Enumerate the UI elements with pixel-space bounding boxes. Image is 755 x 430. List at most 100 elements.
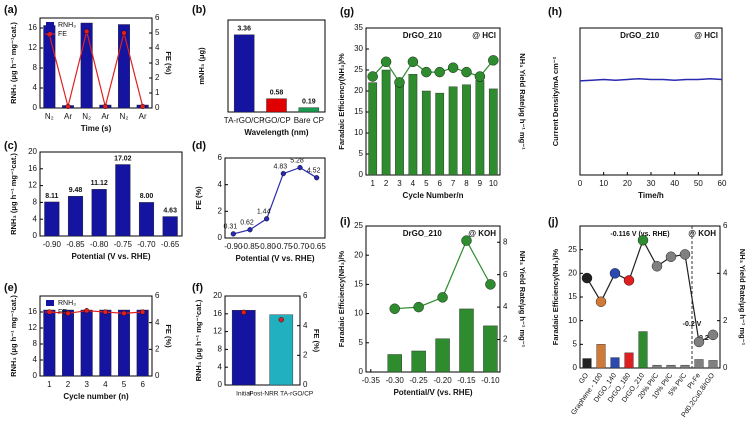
y2-tick-label: 0 xyxy=(155,371,160,380)
marker xyxy=(485,279,496,290)
y2-tick-label: 4 xyxy=(155,318,160,327)
x-tick-label: -0.15 xyxy=(457,376,476,385)
y2-tick-label: 2 xyxy=(155,73,160,82)
y2-axis-label: FE (%) xyxy=(164,324,173,348)
marker xyxy=(665,251,677,262)
bar xyxy=(91,189,107,237)
x-tick-label: -0.80 xyxy=(258,242,277,251)
y2-tick-label: 0 xyxy=(155,103,160,112)
x-tick-label: 1 xyxy=(370,179,375,188)
bar xyxy=(115,164,131,237)
x-tick-label: -0.75 xyxy=(274,242,293,251)
y2-axis-label: FE (%) xyxy=(164,51,173,75)
panel-label: (e) xyxy=(4,282,18,294)
x-tick-label: 6 xyxy=(437,179,442,188)
y-tick-label: 25 xyxy=(354,65,363,74)
legend-marker xyxy=(48,32,52,36)
bar xyxy=(80,309,93,377)
line xyxy=(48,31,144,107)
marker xyxy=(280,171,286,177)
x-tick-label: 4 xyxy=(103,380,108,389)
x-axis-label: Time/h xyxy=(638,191,664,200)
y-tick-label: 12 xyxy=(28,43,37,52)
bar xyxy=(381,69,391,176)
marker xyxy=(581,272,593,284)
y-tick-label: 8 xyxy=(33,63,38,72)
bar xyxy=(582,358,592,369)
bar xyxy=(233,34,255,113)
bar xyxy=(610,357,620,369)
x-tick-label: Post-NRR TA-rGO/CP xyxy=(249,391,313,398)
bar xyxy=(624,352,634,369)
y-tick-label: 15 xyxy=(568,292,577,301)
x-axis-label: Potential (V vs. RHE) xyxy=(71,252,150,261)
x-axis-label: Cycle number (n) xyxy=(63,392,129,401)
legend-swatch xyxy=(46,22,54,28)
y-axis-label: RNH₃ (μg h⁻¹ mg⁻¹cat.) xyxy=(9,22,18,104)
y2-tick-label: 6 xyxy=(303,291,308,300)
note: @ HCl xyxy=(694,31,718,40)
y-tick-label: 25 xyxy=(354,221,363,230)
y-tick-label: 5 xyxy=(359,149,364,158)
marker xyxy=(407,56,419,68)
value-label: 8.00 xyxy=(140,193,154,200)
value-label: 3.36 xyxy=(237,26,251,33)
marker xyxy=(623,275,635,286)
x-tick-label: Ar xyxy=(64,112,72,121)
bar xyxy=(488,88,498,176)
bar xyxy=(368,82,378,176)
marker xyxy=(637,234,649,246)
y-tick-label: 0 xyxy=(218,233,223,242)
value-label: 0.31 xyxy=(224,224,238,231)
x-tick-label: -0.90 xyxy=(224,242,243,251)
plot-frame xyxy=(39,295,153,377)
x-tick-label: -0.20 xyxy=(433,376,452,385)
legend-label: RNH₃ xyxy=(58,22,76,29)
x-axis-label: Cycle Number/n xyxy=(403,191,464,200)
y-tick-label: 8 xyxy=(218,345,223,354)
plot-frame xyxy=(365,225,501,373)
x-axis-label: Time (s) xyxy=(81,124,112,133)
bar xyxy=(680,364,690,369)
x-tick-label: 9 xyxy=(478,179,483,188)
x-tick-label: -0.30 xyxy=(386,376,405,385)
panel-label: (c) xyxy=(4,140,18,152)
y-axis-label: Current Density/mA cm⁻² xyxy=(551,56,560,146)
bar xyxy=(162,216,178,237)
y2-tick-label: 0 xyxy=(723,363,728,372)
bar xyxy=(99,309,112,377)
y-tick-label: 4 xyxy=(218,362,223,371)
y2-axis-label: NH₃ Yield Rate/μg h⁻¹ mg⁻¹ xyxy=(518,53,527,150)
bar xyxy=(231,310,256,386)
x-tick-label: Ar xyxy=(139,112,147,121)
value-label: 4.63 xyxy=(163,207,177,214)
y-tick-label: 5 xyxy=(573,339,578,348)
y-axis-label: Faradaic Efficiency(NH₃)/% xyxy=(337,53,346,150)
x-tick-label: N₂ xyxy=(120,112,129,121)
note: @ HCl xyxy=(472,31,496,40)
y-tick-label: 0 xyxy=(218,380,223,389)
x-tick-label: Initial xyxy=(236,391,252,398)
marker xyxy=(140,309,146,315)
y-tick-label: 15 xyxy=(354,280,363,289)
y2-axis-label: NH₃ Yield Rate/μg h⁻¹ mg⁻¹ xyxy=(738,249,747,346)
y-tick-label: 8 xyxy=(33,339,38,348)
y-axis-label: FE (%) xyxy=(194,186,203,210)
panel-label: (g) xyxy=(340,6,354,18)
x-tick-label: -0.85 xyxy=(66,240,85,249)
y2-tick-label: 4 xyxy=(303,321,308,330)
line xyxy=(49,310,143,314)
line xyxy=(586,238,714,343)
marker xyxy=(474,71,486,82)
bar xyxy=(421,90,431,176)
y-tick-label: 20 xyxy=(354,250,363,259)
legend-label: FE xyxy=(58,309,67,316)
value-label: 0.19 xyxy=(302,98,316,105)
marker xyxy=(264,216,270,222)
y-tick-label: 2 xyxy=(218,206,223,215)
y2-tick-label: 6 xyxy=(723,221,728,230)
marker xyxy=(230,231,236,237)
y-tick-label: 4 xyxy=(33,214,38,223)
value-label: 4.52 xyxy=(307,168,321,175)
value-label: 8.11 xyxy=(45,193,58,200)
